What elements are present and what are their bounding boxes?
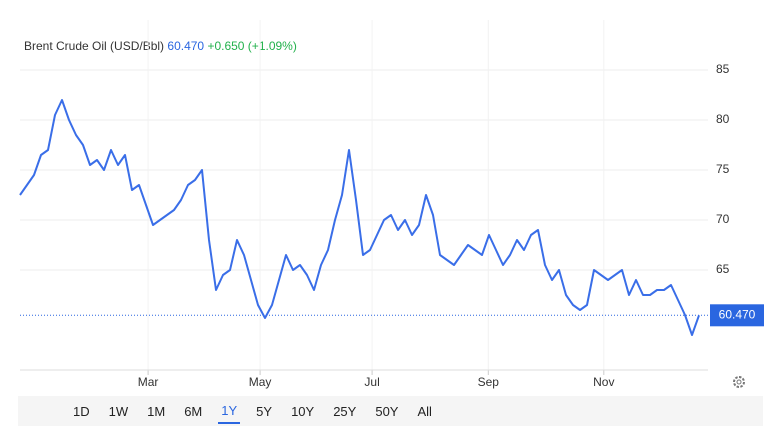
title: Brent Crude Oil (USD/Bbl): [24, 39, 164, 53]
range-button[interactable]: 50Y: [375, 403, 399, 419]
range-button[interactable]: 10Y: [291, 403, 315, 419]
last-price-box: [710, 304, 764, 327]
x-tick-label: Mar: [138, 375, 159, 389]
range-button[interactable]: 25Y: [333, 403, 357, 419]
price-line: [19, 99, 700, 336]
x-tick-label: Sep: [478, 375, 500, 389]
range-bar: 1D 1W 1M 6M 1Y 5Y 10Y 25Y 50Y All: [18, 396, 763, 426]
chart-title: Brent Crude Oil (USD/Bbl) 60.470 +0.650 …: [24, 39, 297, 53]
range-button[interactable]: 1Y: [218, 399, 241, 424]
header-price: 60.470: [167, 39, 204, 53]
range-button[interactable]: 1W: [108, 403, 129, 419]
y-tick-label: 80: [716, 112, 730, 126]
y-tick-label: 65: [716, 262, 730, 276]
header-change: +0.650 (+1.09%): [207, 39, 296, 53]
chart: Brent Crude Oil (USD/Bbl) 60.470 +0.650 …: [19, 20, 764, 389]
gear[interactable]: [733, 376, 745, 388]
range-button[interactable]: 6M: [184, 403, 203, 419]
x-tick-label: Jul: [364, 375, 379, 389]
last-price-label: 60.470: [719, 307, 756, 321]
range-button[interactable]: 1D: [73, 403, 90, 419]
y-tick-label: 85: [716, 62, 730, 76]
y-tick-label: 75: [716, 162, 730, 176]
y-tick-label: 70: [716, 212, 730, 226]
range-button[interactable]: 1M: [147, 403, 166, 419]
settings-icon[interactable]: [733, 376, 745, 388]
gear-hole[interactable]: [736, 379, 742, 385]
x-tick-label: May: [249, 375, 272, 389]
x-tick-label: Nov: [593, 375, 614, 389]
range-button[interactable]: All: [417, 403, 432, 419]
range-button[interactable]: 5Y: [256, 403, 273, 419]
